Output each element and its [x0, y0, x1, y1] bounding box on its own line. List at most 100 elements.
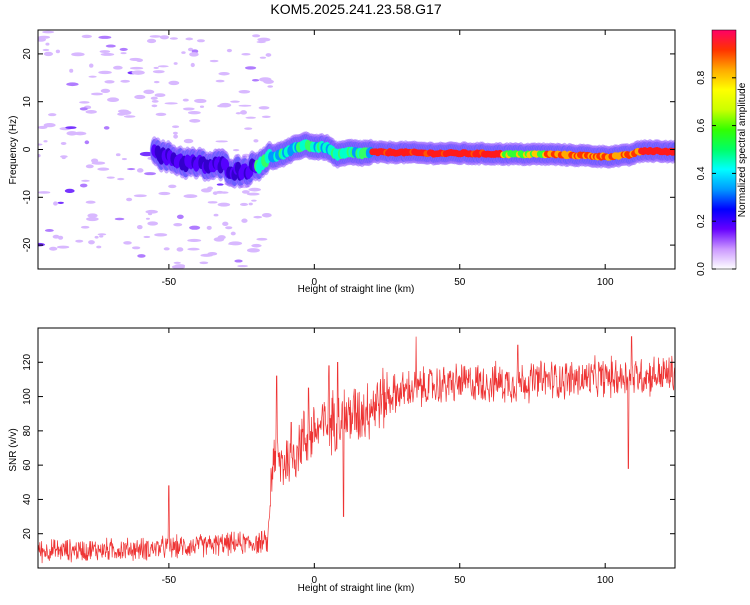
spectrogram-noise-blob [209, 59, 219, 63]
spectrogram-noise-blob [94, 235, 99, 239]
spectrogram-noise-blob [215, 79, 225, 83]
spectrogram-noise-blob [244, 66, 257, 70]
chart-title: KOM5.2025.241.23.58.G17 [270, 1, 441, 17]
spectrogram-noise-blob [155, 112, 167, 117]
snr-y-axis-label: SNR (v/v) [8, 428, 19, 471]
spectrogram-noise-blob [113, 65, 123, 70]
spectrogram-noise-blob [133, 194, 147, 198]
spectrogram-noise-blob [176, 214, 184, 219]
snr-x-tick-label: 50 [454, 575, 466, 586]
spectrogram-noise-blob [218, 71, 230, 76]
spectrogram-noise-blob [189, 225, 201, 230]
spectrogram-noise-blob [164, 102, 178, 105]
snr-y-tick-label: 120 [22, 354, 33, 371]
spectrogram-noise-blob [240, 110, 248, 115]
spectrogram-noise-blob [137, 254, 146, 258]
spectrogram-noise-blob [129, 66, 144, 70]
spectrogram-noise-blob [216, 183, 224, 186]
spectrogram-noise-blob [187, 247, 200, 251]
spectrogram-y-tick-label: 0 [22, 146, 33, 152]
spectrogram-noise-blob [134, 94, 146, 100]
spectrogram-noise-blob [157, 65, 169, 68]
spectrogram-noise-blob [232, 149, 240, 152]
spectrogram-noise-blob [145, 209, 158, 214]
spectrogram-noise-blob [117, 177, 125, 181]
spectrogram-noise-blob [185, 37, 194, 41]
spectrogram-noise-blob [126, 197, 133, 202]
colorbar: 0.0 0.2 0.4 0.6 0.8 Normalized spectral ampl… [696, 29, 748, 276]
spectrogram-noise-blob [79, 107, 88, 111]
spectrogram-noise-blob [152, 70, 165, 74]
spectrogram-noise-blob [147, 221, 159, 226]
snr-y-tick-label: 100 [22, 388, 33, 405]
spectrogram-noise-blob [213, 213, 219, 217]
spectrogram-noise-blob [168, 184, 177, 189]
spectrogram-noise-blob [81, 179, 90, 182]
snr-y-tick-label: 60 [22, 459, 33, 471]
spectrogram-noise-blob [225, 226, 233, 230]
spectrogram-noise-blob [196, 39, 205, 43]
spectrogram-noise-blob [131, 246, 141, 250]
spectrogram-noise-blob [127, 168, 136, 171]
spectrogram-noise-blob [253, 215, 263, 219]
spectrogram-noise-blob [154, 93, 166, 98]
spectrogram-noise-blob [98, 70, 112, 75]
spectrogram-noise-blob [245, 116, 257, 119]
spectrogram-noise-blob [158, 191, 171, 196]
spectrogram-noise-blob [86, 216, 99, 222]
spectrogram-noise-blob [246, 248, 260, 253]
spectrogram-noise-blob [215, 190, 224, 194]
spectrogram-noise-blob [143, 89, 155, 95]
spectrogram-noise-blob [60, 141, 67, 145]
spectrogram-noise-blob [173, 131, 178, 135]
spectrogram-noise-blob [75, 239, 84, 243]
spectrogram-noise-blob [262, 79, 271, 82]
spectrogram-noise-blob [43, 51, 54, 57]
spectrogram-noise-blob [91, 161, 106, 165]
spectrogram-noise-blob [105, 44, 116, 48]
spectrogram-noise-blob [241, 190, 250, 194]
spectrogram-noise-blob [131, 70, 145, 75]
spectrogram-noise-blob [151, 100, 159, 103]
spectrogram-noise-blob [187, 111, 201, 115]
spectrogram-noise-blob [38, 242, 46, 247]
spectrogram-noise-blob [251, 199, 257, 202]
spectrogram-noise-blob [153, 66, 159, 69]
spectrogram-noise-blob [248, 187, 261, 192]
spectrogram-noise-blob [228, 241, 243, 246]
spectrogram-noise-blob [182, 98, 189, 102]
spectrogram-x-axis-label: Height of straight line (km) [298, 284, 415, 295]
spectrogram-noise-blob [176, 247, 184, 252]
spectrogram-noise-blob [182, 107, 195, 111]
spectrogram-noise-blob [230, 100, 240, 103]
spectrogram-noise-blob [120, 52, 127, 55]
spectrogram-y-tick-label: 20 [22, 48, 33, 60]
spectrogram-noise-blob [43, 140, 48, 143]
spectrogram-noise-blob [48, 113, 57, 117]
spectrogram-noise-blob [49, 246, 58, 251]
spectrogram-noise-blob [65, 126, 77, 129]
spectrogram-noise-blob [265, 53, 272, 57]
spectrogram-noise-blob [256, 237, 268, 241]
spectrogram-noise-blob [38, 143, 43, 146]
snr-x-axis-label: Height of straight line (km) [298, 583, 415, 594]
spectrogram-noise-blob [120, 79, 130, 83]
spectrogram-y-tick-label: -10 [22, 190, 33, 205]
spectrogram-panel: -50 0 50 100 -20 -10 0 10 20 Height of straight … [8, 29, 676, 295]
colorbar-ticks: 0.0 0.2 0.4 0.6 0.8 [696, 70, 736, 276]
spectrogram-noise-blob [38, 191, 51, 194]
spectrogram-noise-blob [190, 62, 195, 68]
spectrogram-noise-blob [183, 138, 194, 144]
spectrogram-noise-blob [69, 68, 74, 73]
spectrogram-noise-blob [143, 235, 151, 239]
spectrogram-noise-blob [97, 233, 107, 236]
spectrogram-noise-blob [114, 217, 125, 221]
spectrogram-noise-blob [171, 82, 179, 85]
spectrogram-y-axis-label: Frequency (Hz) [8, 116, 19, 185]
snr-x-tick-label: -50 [162, 575, 177, 586]
colorbar-tick-label: 0.6 [696, 118, 707, 132]
snr-series-line [38, 336, 675, 564]
snr-panel: -50 0 50 100 20 40 60 80 100 120 Height of straig… [8, 327, 676, 594]
spectrogram-noise-blob [89, 63, 94, 68]
